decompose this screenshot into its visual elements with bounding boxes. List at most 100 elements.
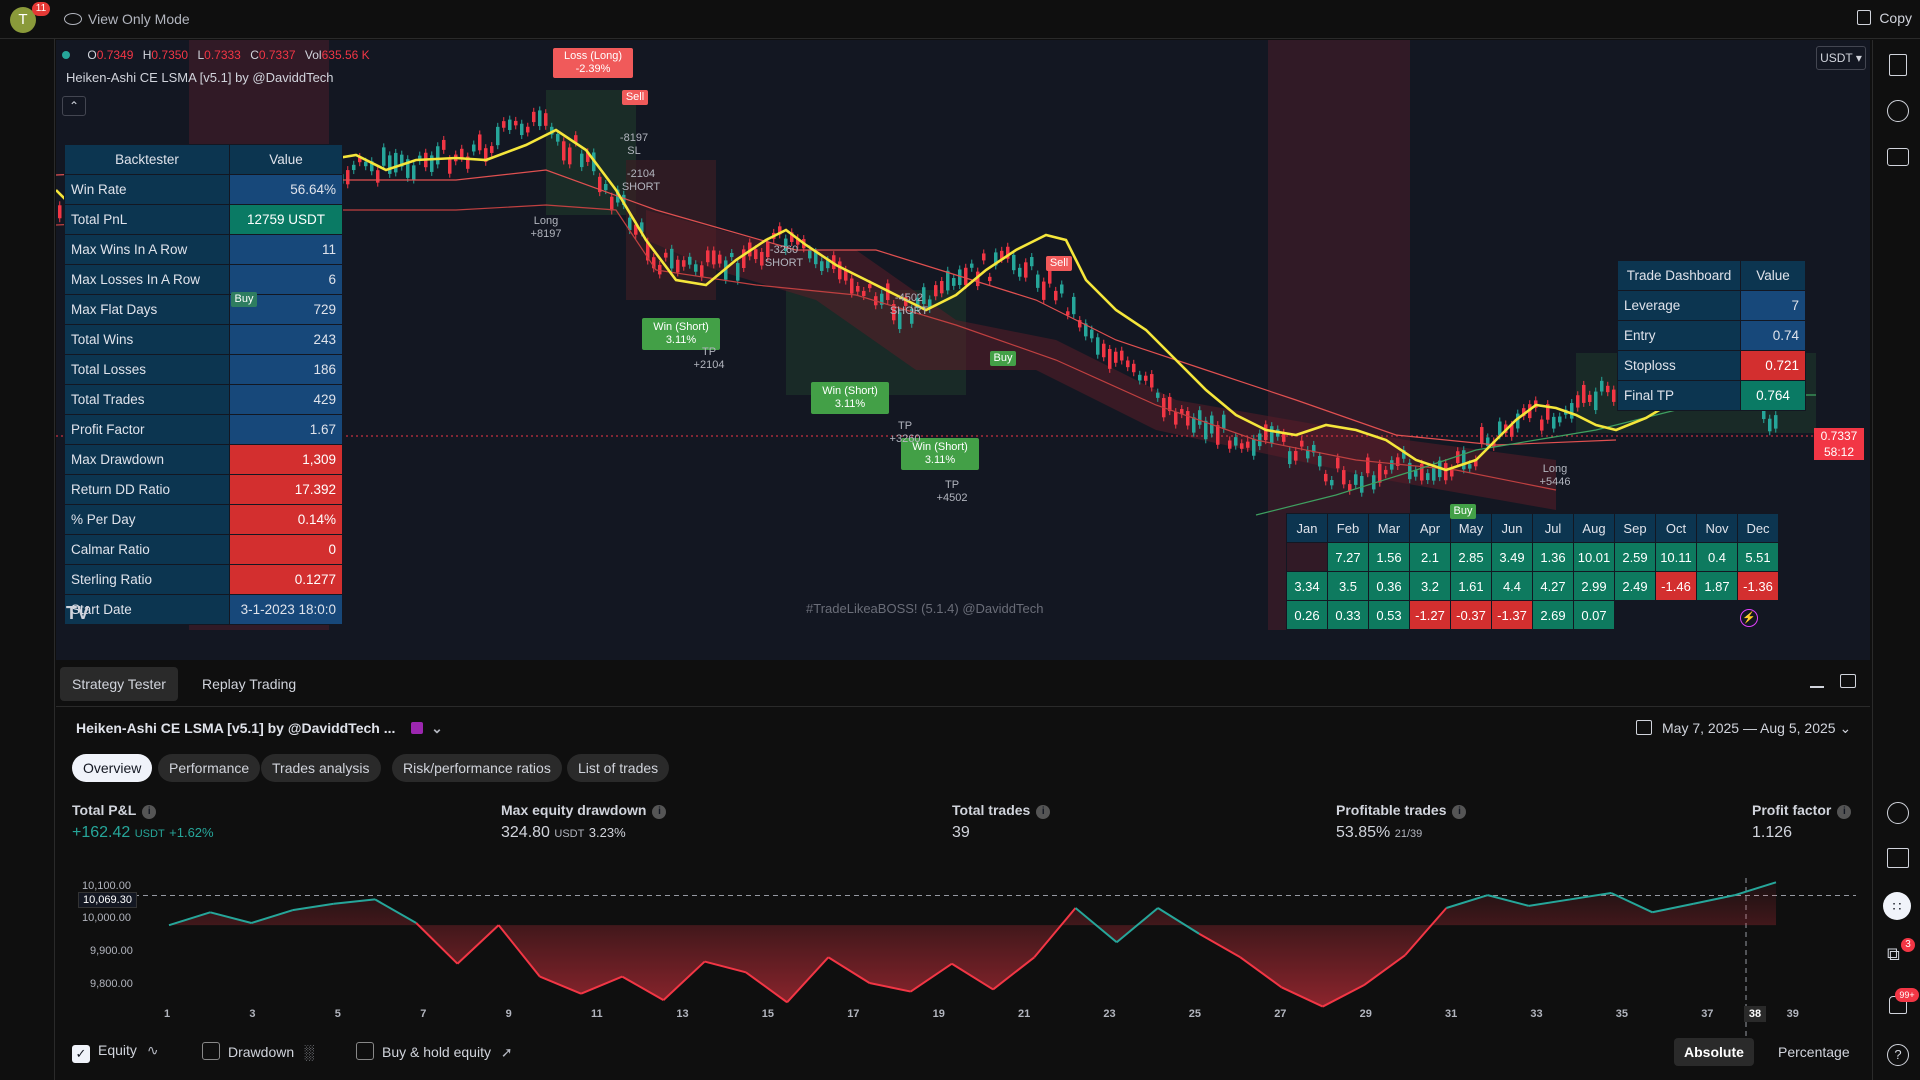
- feed-badge: 3: [1901, 938, 1915, 952]
- row-label: Start Date: [64, 594, 230, 625]
- indicator-name: Heiken-Ashi CE LSMA [v5.1] by @DaviddTec…: [66, 70, 334, 85]
- collapse-legend-button[interactable]: ⌃: [62, 96, 86, 116]
- apps-grid-icon[interactable]: ∷: [1883, 892, 1911, 920]
- info-icon[interactable]: i: [142, 805, 157, 819]
- watchlist-icon[interactable]: [1889, 54, 1907, 76]
- row-label: Max Drawdown: [64, 444, 230, 475]
- lsma-line: [56, 128, 1797, 472]
- subtab-list-of-trades[interactable]: List of trades: [567, 754, 670, 782]
- info-icon[interactable]: i: [652, 805, 667, 819]
- currency-selector[interactable]: USDT ▾: [1816, 46, 1866, 70]
- info-icon[interactable]: i: [1036, 805, 1051, 819]
- chevron-down-icon[interactable]: ⌄: [431, 720, 443, 736]
- equity-x-tick: 38: [1743, 1006, 1767, 1022]
- equity-segment: [786, 956, 830, 1003]
- price-chart[interactable]: O0.7349 H0.7350 L0.7333 C0.7337 Vol635.5…: [56, 40, 1870, 660]
- equity-series: [116, 878, 1856, 1038]
- notification-badge: 11: [32, 2, 50, 16]
- user-avatar[interactable]: T: [10, 7, 36, 33]
- trailing-stop-red: [56, 169, 1617, 446]
- maximize-panel-icon[interactable]: [1840, 674, 1856, 688]
- month-header: Apr: [1409, 513, 1451, 543]
- profitable-trades-value: 53.85% 21/39: [1336, 824, 1423, 841]
- equity-segment: [745, 971, 788, 1004]
- month-return-cell: [1655, 600, 1697, 630]
- month-header: Sep: [1614, 513, 1656, 543]
- subtab-risk-ratios[interactable]: Risk/performance ratios: [392, 754, 562, 782]
- checkbox-checked-icon: ✓: [72, 1045, 90, 1063]
- equity-segment: [1322, 984, 1365, 1008]
- date-range-selector[interactable]: May 7, 2025 — Aug 5, 2025 ⌄: [1636, 720, 1851, 737]
- subtab-trades-analysis[interactable]: Trades analysis: [261, 754, 381, 782]
- equity-chart[interactable]: [56, 878, 1870, 1038]
- short-label: -4502 SHORT: [889, 292, 929, 317]
- month-header: Mar: [1368, 513, 1410, 543]
- long-label: Long +5446: [1539, 463, 1571, 488]
- win-short-tag: Win (Short) 3.11%: [811, 382, 889, 414]
- subtab-performance[interactable]: Performance: [158, 754, 261, 782]
- percentage-toggle[interactable]: Percentage: [1778, 1044, 1850, 1060]
- backtester-value-header: Value: [229, 144, 343, 175]
- month-return-cell: 1.36: [1532, 542, 1574, 572]
- month-header: Jan: [1286, 513, 1328, 543]
- month-return-cell: 1.87: [1696, 571, 1738, 601]
- row-value: 7: [1740, 290, 1806, 321]
- calendar-badge-icon[interactable]: [411, 722, 424, 734]
- month-return-cell: 10.11: [1655, 542, 1697, 572]
- equity-segment: [415, 922, 459, 965]
- panel-divider: [56, 706, 1870, 707]
- sell-signal: Sell: [1046, 256, 1072, 271]
- month-header: Jun: [1491, 513, 1533, 543]
- copy-button[interactable]: Copy: [1857, 10, 1912, 26]
- eye-icon: [64, 13, 82, 25]
- chat-icon[interactable]: [1887, 148, 1909, 166]
- indicator-legend[interactable]: Heiken-Ashi CE LSMA [v5.1] by @DaviddTec…: [66, 70, 334, 85]
- vol-label: Vol: [304, 48, 322, 62]
- equity-checkbox[interactable]: ✓ Equity ∿: [72, 1042, 159, 1063]
- month-return-cell: 3.5: [1327, 571, 1369, 601]
- equity-segment: [168, 911, 211, 927]
- month-return-cell: 10.01: [1573, 542, 1615, 572]
- row-value: 11: [229, 234, 343, 265]
- monthly-returns-table: Jan Feb Mar Apr May Jun Jul Aug Sep Oct Nov Dec 7.27…: [1286, 513, 1779, 630]
- equity-x-tick: 7: [420, 1008, 427, 1020]
- watermark: #TradeLikeaBOSS! (5.1.4) @DaviddTech: [806, 601, 1044, 616]
- row-label: Max Losses In A Row: [64, 264, 230, 295]
- alarm-clock-icon[interactable]: [1887, 100, 1909, 122]
- equity-x-tick: 27: [1274, 1008, 1287, 1020]
- minimize-panel-icon[interactable]: [1810, 686, 1824, 688]
- row-label: Max Wins In A Row: [64, 234, 230, 265]
- equity-segment: [1281, 986, 1324, 1008]
- equity-segment: [1404, 907, 1448, 956]
- view-mode-label: View Only Mode: [88, 11, 190, 27]
- subtab-overview[interactable]: Overview: [72, 754, 153, 782]
- equity-segment: [1446, 894, 1488, 909]
- equity-segment: [704, 960, 747, 974]
- buy-hold-checkbox[interactable]: Buy & hold equity ➚: [356, 1042, 513, 1061]
- lightning-icon[interactable]: ⚡: [1740, 609, 1758, 627]
- tab-replay-trading[interactable]: Replay Trading: [202, 676, 297, 692]
- info-icon[interactable]: i: [1837, 805, 1852, 819]
- tab-strategy-tester[interactable]: Strategy Tester: [60, 667, 178, 701]
- equity-segment: [580, 975, 623, 995]
- speedometer-icon[interactable]: [1887, 802, 1909, 824]
- copy-label: Copy: [1879, 10, 1912, 26]
- equity-segment: [292, 902, 334, 912]
- month-header: Oct: [1655, 513, 1697, 543]
- calendar-icon[interactable]: [1887, 848, 1909, 868]
- absolute-toggle[interactable]: Absolute: [1674, 1038, 1754, 1066]
- drawdown-checkbox[interactable]: Drawdown ░: [202, 1042, 314, 1060]
- row-label: Entry: [1617, 320, 1741, 351]
- help-icon[interactable]: ?: [1887, 1044, 1909, 1066]
- strategy-name[interactable]: Heiken-Ashi CE LSMA [v5.1] by @DaviddTec…: [76, 720, 443, 737]
- feed-icon[interactable]: ⧉: [1887, 944, 1900, 964]
- notification-badge: 99+: [1895, 988, 1919, 1002]
- month-return-cell: 0.36: [1368, 571, 1410, 601]
- win-short-tag: Win (Short) 3.11%: [642, 318, 720, 350]
- tp-label: TP +2104: [693, 346, 725, 371]
- copy-icon: [1857, 10, 1872, 25]
- info-icon[interactable]: i: [1452, 805, 1467, 819]
- close-value: 0.7337: [258, 48, 296, 62]
- view-mode-indicator: View Only Mode: [64, 11, 190, 27]
- row-label: Leverage: [1617, 290, 1741, 321]
